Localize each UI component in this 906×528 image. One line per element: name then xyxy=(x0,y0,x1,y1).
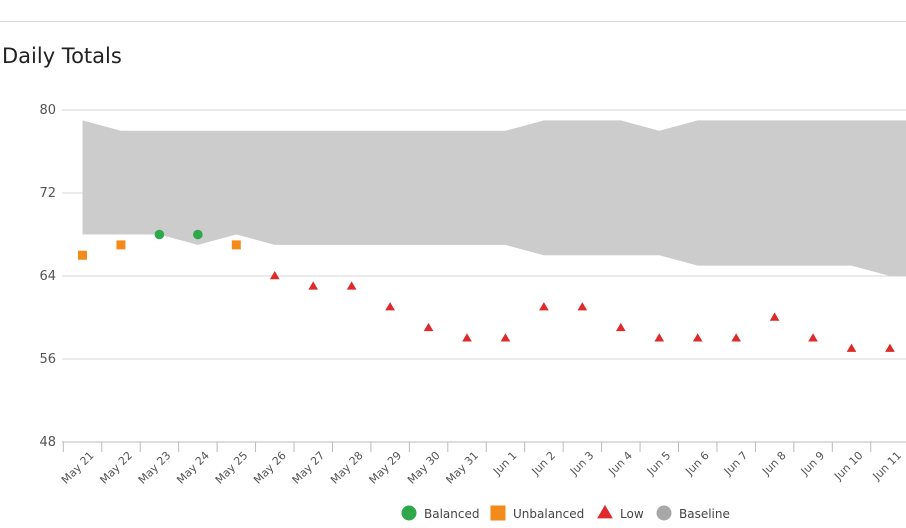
x-tick-label: Jun 8 xyxy=(759,449,788,478)
low-point xyxy=(539,302,549,311)
unbalanced-legend-marker xyxy=(490,505,506,521)
baseline-area xyxy=(82,120,906,277)
x-tick-label: May 29 xyxy=(367,449,405,487)
balanced-point xyxy=(154,229,165,240)
low-point xyxy=(769,312,780,321)
low-point xyxy=(731,333,741,342)
legend-item-baseline: Baseline xyxy=(656,505,730,521)
unbalanced-point xyxy=(78,250,87,260)
legend-label: Balanced xyxy=(424,507,479,521)
x-tick-label: Jun 2 xyxy=(529,449,558,478)
low-point xyxy=(577,302,588,311)
low-legend-marker xyxy=(597,504,613,519)
legend-label: Baseline xyxy=(679,507,730,521)
x-tick-label: May 27 xyxy=(290,449,328,487)
x-tick-label: May 24 xyxy=(174,449,212,487)
x-axis: May 21 May 22 May 23 May 24 May 25 May 26 May … xyxy=(59,441,906,487)
y-tick-label: 80 xyxy=(39,103,56,118)
x-tick-label: Jun 7 xyxy=(721,449,750,478)
low-point xyxy=(269,271,280,280)
balanced-legend-marker xyxy=(401,505,417,521)
unbalanced-point xyxy=(231,240,241,250)
legend-item-low: Low xyxy=(597,504,644,521)
x-tick-label: May 26 xyxy=(251,449,289,487)
legend-label: Unbalanced xyxy=(513,507,584,521)
x-tick-label: Jun 3 xyxy=(567,449,596,478)
x-tick-label: Jun 6 xyxy=(682,449,711,478)
y-tick-label: 64 xyxy=(39,269,56,284)
baseline-legend-marker xyxy=(656,505,672,521)
x-tick-label: May 22 xyxy=(97,449,135,487)
x-tick-label: May 31 xyxy=(443,449,481,487)
y-tick-label: 48 xyxy=(39,435,56,450)
y-tick-label: 72 xyxy=(39,186,56,201)
y-axis-ticks: 48 56 64 72 80 xyxy=(39,103,56,450)
x-tick-label: May 21 xyxy=(59,449,97,487)
low-point xyxy=(385,302,395,311)
low-point xyxy=(846,343,857,352)
x-tick-label: May 25 xyxy=(213,449,251,487)
x-tick-label: Jun 9 xyxy=(798,449,827,478)
top-divider xyxy=(0,21,906,22)
low-point xyxy=(885,343,895,352)
chart-title: Daily Totals xyxy=(2,44,122,68)
unbalanced-point xyxy=(116,240,126,250)
x-tick-label: Jun 11 xyxy=(870,449,904,483)
x-tick-label: May 28 xyxy=(328,449,366,487)
low-point xyxy=(654,333,665,342)
x-tick-label: May 23 xyxy=(136,449,174,487)
x-tick-label: Jun 4 xyxy=(605,449,634,478)
low-point xyxy=(615,322,626,332)
x-tick-label: Jun 10 xyxy=(831,449,865,483)
low-point xyxy=(500,333,511,342)
legend-label: Low xyxy=(620,507,644,521)
low-point xyxy=(423,322,434,332)
low-point xyxy=(308,281,319,290)
x-tick-label: Jun 1 xyxy=(490,449,519,478)
legend-item-balanced: Balanced xyxy=(401,505,479,521)
balanced-point xyxy=(193,229,203,240)
legend: Balanced Unbalanced Low Baseline xyxy=(401,504,730,521)
data-points xyxy=(78,229,895,352)
x-tick-label: Jun 5 xyxy=(644,449,673,478)
y-tick-label: 56 xyxy=(39,352,56,367)
low-point xyxy=(346,281,357,290)
x-tick-label: May 30 xyxy=(405,449,443,487)
legend-item-unbalanced: Unbalanced xyxy=(490,505,584,521)
low-point xyxy=(692,333,703,342)
low-point xyxy=(462,333,472,342)
low-point xyxy=(808,333,818,342)
